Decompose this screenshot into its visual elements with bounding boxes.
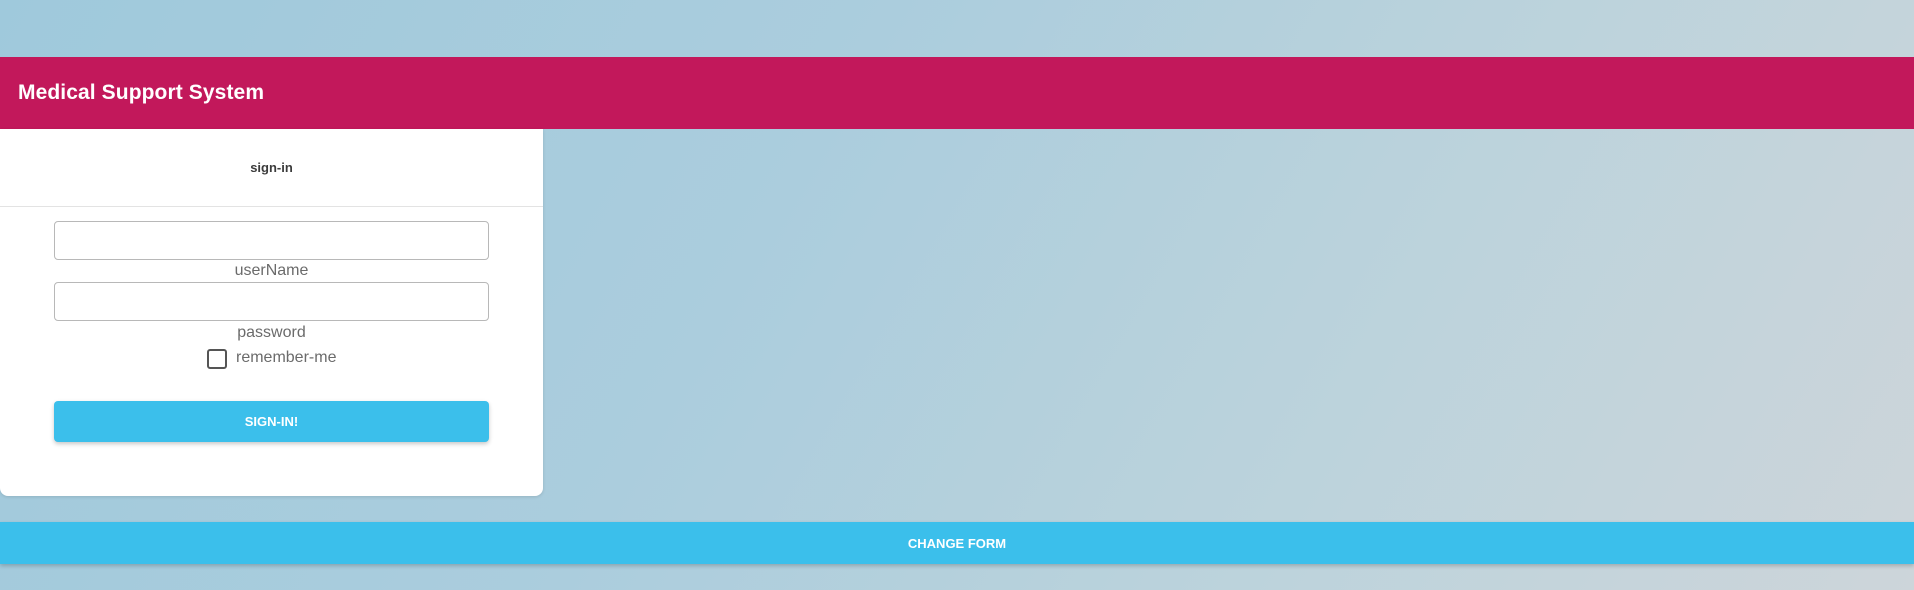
signin-card-header: sign-in — [0, 129, 543, 207]
signin-card: sign-in userName password remember-me SI… — [0, 129, 543, 496]
change-form-button[interactable]: CHANGE FORM — [0, 522, 1914, 564]
password-label: password — [237, 324, 306, 341]
app-bar: Medical Support System — [0, 57, 1914, 129]
password-input[interactable] — [54, 282, 489, 321]
app-title: Medical Support System — [18, 81, 265, 104]
remember-me-label[interactable]: remember-me — [236, 348, 337, 366]
username-input[interactable] — [54, 221, 489, 260]
remember-me-checkbox[interactable] — [207, 349, 227, 369]
username-label: userName — [234, 262, 309, 279]
signin-button[interactable]: SIGN-IN! — [54, 401, 489, 442]
signin-card-title: sign-in — [250, 160, 293, 175]
remember-me-checkbox-row[interactable]: remember-me — [207, 346, 336, 369]
